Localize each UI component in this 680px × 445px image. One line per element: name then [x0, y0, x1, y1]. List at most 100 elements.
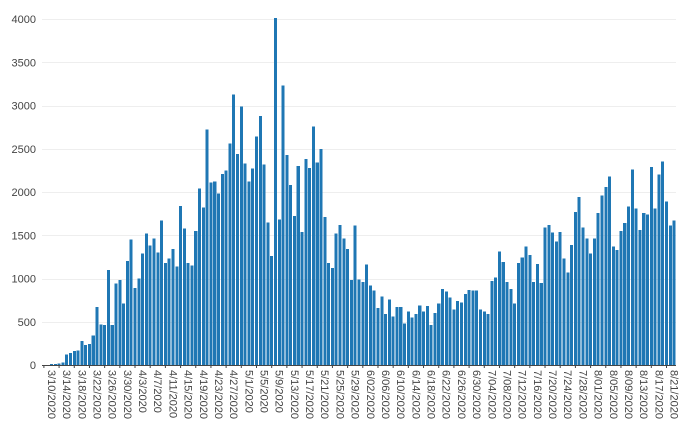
bar[interactable] — [555, 241, 558, 365]
bar[interactable] — [244, 163, 247, 365]
bar[interactable] — [194, 231, 197, 365]
bar[interactable] — [190, 266, 193, 365]
bar[interactable] — [335, 234, 338, 365]
bar[interactable] — [551, 233, 554, 365]
bar[interactable] — [369, 285, 372, 365]
bar[interactable] — [73, 351, 76, 365]
bar[interactable] — [646, 214, 649, 365]
bar[interactable] — [289, 185, 292, 365]
bar[interactable] — [339, 225, 342, 365]
bar[interactable] — [619, 231, 622, 365]
bar[interactable] — [84, 345, 87, 365]
bar[interactable] — [274, 18, 277, 365]
bar[interactable] — [145, 234, 148, 365]
bar[interactable] — [498, 252, 501, 365]
bar[interactable] — [255, 137, 258, 365]
bar[interactable] — [308, 168, 311, 365]
bar[interactable] — [213, 182, 216, 365]
bar[interactable] — [365, 265, 368, 365]
bar[interactable] — [266, 222, 269, 365]
bar[interactable] — [323, 217, 326, 365]
bar[interactable] — [414, 314, 417, 365]
bar[interactable] — [449, 298, 452, 365]
bar[interactable] — [168, 259, 171, 365]
bar[interactable] — [373, 291, 376, 365]
bar[interactable] — [141, 253, 144, 365]
bar[interactable] — [407, 311, 410, 365]
bar[interactable] — [661, 162, 664, 365]
bar[interactable] — [608, 176, 611, 365]
bar[interactable] — [528, 255, 531, 365]
bar[interactable] — [263, 164, 266, 365]
bar[interactable] — [316, 163, 319, 365]
bar[interactable] — [65, 355, 68, 365]
bar[interactable] — [665, 202, 668, 365]
bar[interactable] — [179, 206, 182, 365]
bar[interactable] — [471, 291, 474, 365]
bar[interactable] — [133, 288, 136, 365]
bar[interactable] — [202, 208, 205, 365]
bar[interactable] — [187, 263, 190, 365]
bar[interactable] — [259, 116, 262, 365]
bar[interactable] — [77, 350, 80, 365]
bar[interactable] — [403, 323, 406, 365]
bar[interactable] — [285, 155, 288, 365]
bar[interactable] — [251, 169, 254, 365]
bar[interactable] — [547, 225, 550, 365]
bar[interactable] — [354, 226, 357, 365]
bar[interactable] — [490, 281, 493, 365]
bar[interactable] — [650, 167, 653, 365]
bar[interactable] — [217, 194, 220, 365]
bar[interactable] — [532, 282, 535, 365]
bar[interactable] — [399, 307, 402, 365]
bar[interactable] — [589, 253, 592, 365]
bar[interactable] — [456, 301, 459, 365]
bar[interactable] — [509, 289, 512, 365]
bar[interactable] — [346, 249, 349, 365]
bar[interactable] — [88, 344, 91, 365]
bar[interactable] — [388, 299, 391, 365]
bar[interactable] — [631, 170, 634, 365]
bar[interactable] — [525, 247, 528, 366]
bar[interactable] — [422, 311, 425, 365]
bar[interactable] — [441, 289, 444, 365]
bar[interactable] — [437, 304, 440, 365]
bar[interactable] — [673, 221, 676, 365]
bar[interactable] — [240, 106, 243, 365]
bar[interactable] — [247, 182, 250, 365]
bar[interactable] — [635, 208, 638, 365]
bar[interactable] — [99, 324, 102, 365]
bar[interactable] — [426, 306, 429, 365]
bar[interactable] — [152, 239, 155, 365]
bar[interactable] — [616, 250, 619, 365]
bar[interactable] — [540, 283, 543, 365]
bar[interactable] — [392, 317, 395, 365]
bar[interactable] — [502, 262, 505, 365]
bar[interactable] — [517, 263, 520, 365]
bar[interactable] — [585, 239, 588, 365]
bar[interactable] — [206, 130, 209, 365]
bar[interactable] — [111, 325, 114, 365]
bar[interactable] — [574, 212, 577, 365]
bar[interactable] — [654, 208, 657, 365]
bar[interactable] — [513, 304, 516, 365]
bar[interactable] — [58, 363, 61, 365]
bar[interactable] — [376, 308, 379, 365]
bar[interactable] — [566, 272, 569, 365]
bar[interactable] — [445, 291, 448, 365]
bar[interactable] — [130, 240, 133, 365]
bar[interactable] — [61, 362, 64, 365]
bar[interactable] — [50, 364, 53, 365]
bar[interactable] — [342, 239, 345, 365]
bar[interactable] — [175, 266, 178, 365]
bar[interactable] — [380, 297, 383, 365]
bar[interactable] — [384, 314, 387, 365]
bar[interactable] — [107, 270, 110, 365]
bar[interactable] — [183, 228, 186, 365]
bar[interactable] — [327, 263, 330, 365]
bar[interactable] — [221, 174, 224, 365]
bar[interactable] — [506, 282, 509, 365]
bar[interactable] — [236, 154, 239, 365]
bar[interactable] — [452, 310, 455, 365]
bar[interactable] — [293, 216, 296, 365]
